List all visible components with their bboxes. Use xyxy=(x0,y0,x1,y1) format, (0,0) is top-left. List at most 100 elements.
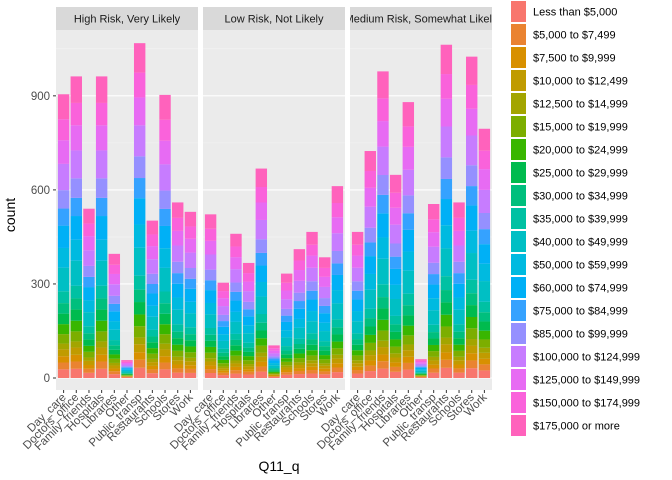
bar-segment xyxy=(351,333,364,340)
bar-segment xyxy=(57,140,70,164)
bar-segment xyxy=(478,352,491,359)
bar-segment xyxy=(293,353,306,359)
bar-segment xyxy=(204,327,217,335)
bar-segment xyxy=(159,324,171,335)
bar-segment xyxy=(402,293,415,306)
bar-segment xyxy=(204,361,217,366)
bar-segment xyxy=(121,371,133,373)
bar-segment xyxy=(280,369,293,373)
bar-segment xyxy=(478,301,491,313)
bar-segment xyxy=(121,366,133,368)
bar-segment xyxy=(377,297,389,309)
bar-segment xyxy=(133,275,146,290)
bar-segment xyxy=(57,247,70,268)
bar-segment xyxy=(172,360,184,365)
bar-segment xyxy=(293,260,306,271)
bar-segment xyxy=(427,372,440,378)
bar-segment xyxy=(377,347,389,355)
bar-segment xyxy=(121,369,133,372)
bar-segment xyxy=(351,281,364,291)
bar-segment xyxy=(146,273,159,285)
bar-segment xyxy=(146,284,159,294)
bar-segment xyxy=(331,372,344,378)
bar-segment xyxy=(351,255,364,268)
bar-segment xyxy=(331,327,344,335)
bar-segment xyxy=(95,361,108,369)
bar-segment xyxy=(146,329,159,337)
bar-segment xyxy=(255,186,268,203)
bar-segment xyxy=(402,362,415,370)
bar-segment xyxy=(351,373,364,378)
bar-segment xyxy=(478,339,491,348)
legend-key xyxy=(510,69,527,92)
bar-segment xyxy=(57,313,70,325)
bar-segment xyxy=(280,315,293,322)
bar-segment xyxy=(319,350,331,356)
bar-segment xyxy=(440,44,453,75)
bar-segment xyxy=(217,291,229,299)
bar-segment xyxy=(331,319,344,328)
bar-segment xyxy=(230,321,242,334)
legend-label: $12,500 to $14,999 xyxy=(533,99,628,111)
bar-segment xyxy=(331,290,344,304)
bar-segment xyxy=(453,283,465,298)
bar-segment xyxy=(255,356,268,362)
bar-segment xyxy=(146,234,159,247)
bar-segment xyxy=(184,301,197,314)
bar-segment xyxy=(70,347,82,355)
bar-segment xyxy=(70,102,82,126)
bar-segment xyxy=(57,343,70,350)
bar-segment xyxy=(478,229,491,245)
legend-label: $125,000 to $149,999 xyxy=(533,375,640,387)
bar-segment xyxy=(83,357,95,361)
bar-segment xyxy=(466,368,478,378)
bar-segment xyxy=(146,293,159,306)
bar-segment xyxy=(121,372,133,374)
bar-segment xyxy=(319,276,331,287)
bar-segment xyxy=(415,369,427,371)
bar-segment xyxy=(159,94,171,120)
bar-segment xyxy=(402,146,415,170)
bar-segment xyxy=(255,330,268,339)
legend-label: $7,500 to $9,999 xyxy=(533,53,616,65)
bar-segment xyxy=(217,368,229,371)
bar-segment xyxy=(389,224,402,244)
bar-segment xyxy=(389,243,402,257)
legend-key xyxy=(510,161,527,184)
bar-segment xyxy=(133,247,146,276)
bar-segment xyxy=(440,367,453,378)
bar-segment xyxy=(242,369,255,372)
legend-key xyxy=(510,207,527,230)
bar-segment xyxy=(184,278,197,289)
bar-segment xyxy=(172,273,184,284)
legend-label: $15,000 to $19,999 xyxy=(533,122,628,134)
bar-segment xyxy=(377,368,389,378)
bar-segment xyxy=(184,238,197,253)
bar-segment xyxy=(217,348,229,353)
bar-segment xyxy=(415,372,427,374)
bar-segment xyxy=(172,202,184,218)
bar-segment xyxy=(184,252,197,268)
bar-segment xyxy=(427,246,440,263)
legend-label: $5,000 to $7,499 xyxy=(533,30,616,42)
bar-segment xyxy=(230,370,242,374)
bar-segment xyxy=(364,334,376,343)
bar-segment xyxy=(402,229,415,252)
bar-segment xyxy=(280,330,293,338)
bar-segment xyxy=(83,333,95,340)
bar-segment xyxy=(70,341,82,348)
bar-segment xyxy=(70,285,82,299)
facet-panel: Medium Risk, Somewhat LikelyDay_careDoct… xyxy=(315,7,492,453)
bar-segment xyxy=(204,365,217,370)
bar-segment xyxy=(389,284,402,299)
bar-segment xyxy=(415,365,427,367)
bar-segment xyxy=(478,281,491,302)
bar-segment xyxy=(293,364,306,369)
bar-segment xyxy=(440,290,453,303)
bar-segment xyxy=(331,354,344,359)
bar-segment xyxy=(415,373,427,375)
bar-segment xyxy=(242,342,255,348)
bar-segment xyxy=(159,362,171,370)
bar-segment xyxy=(255,322,268,331)
bar-segment xyxy=(364,289,376,309)
